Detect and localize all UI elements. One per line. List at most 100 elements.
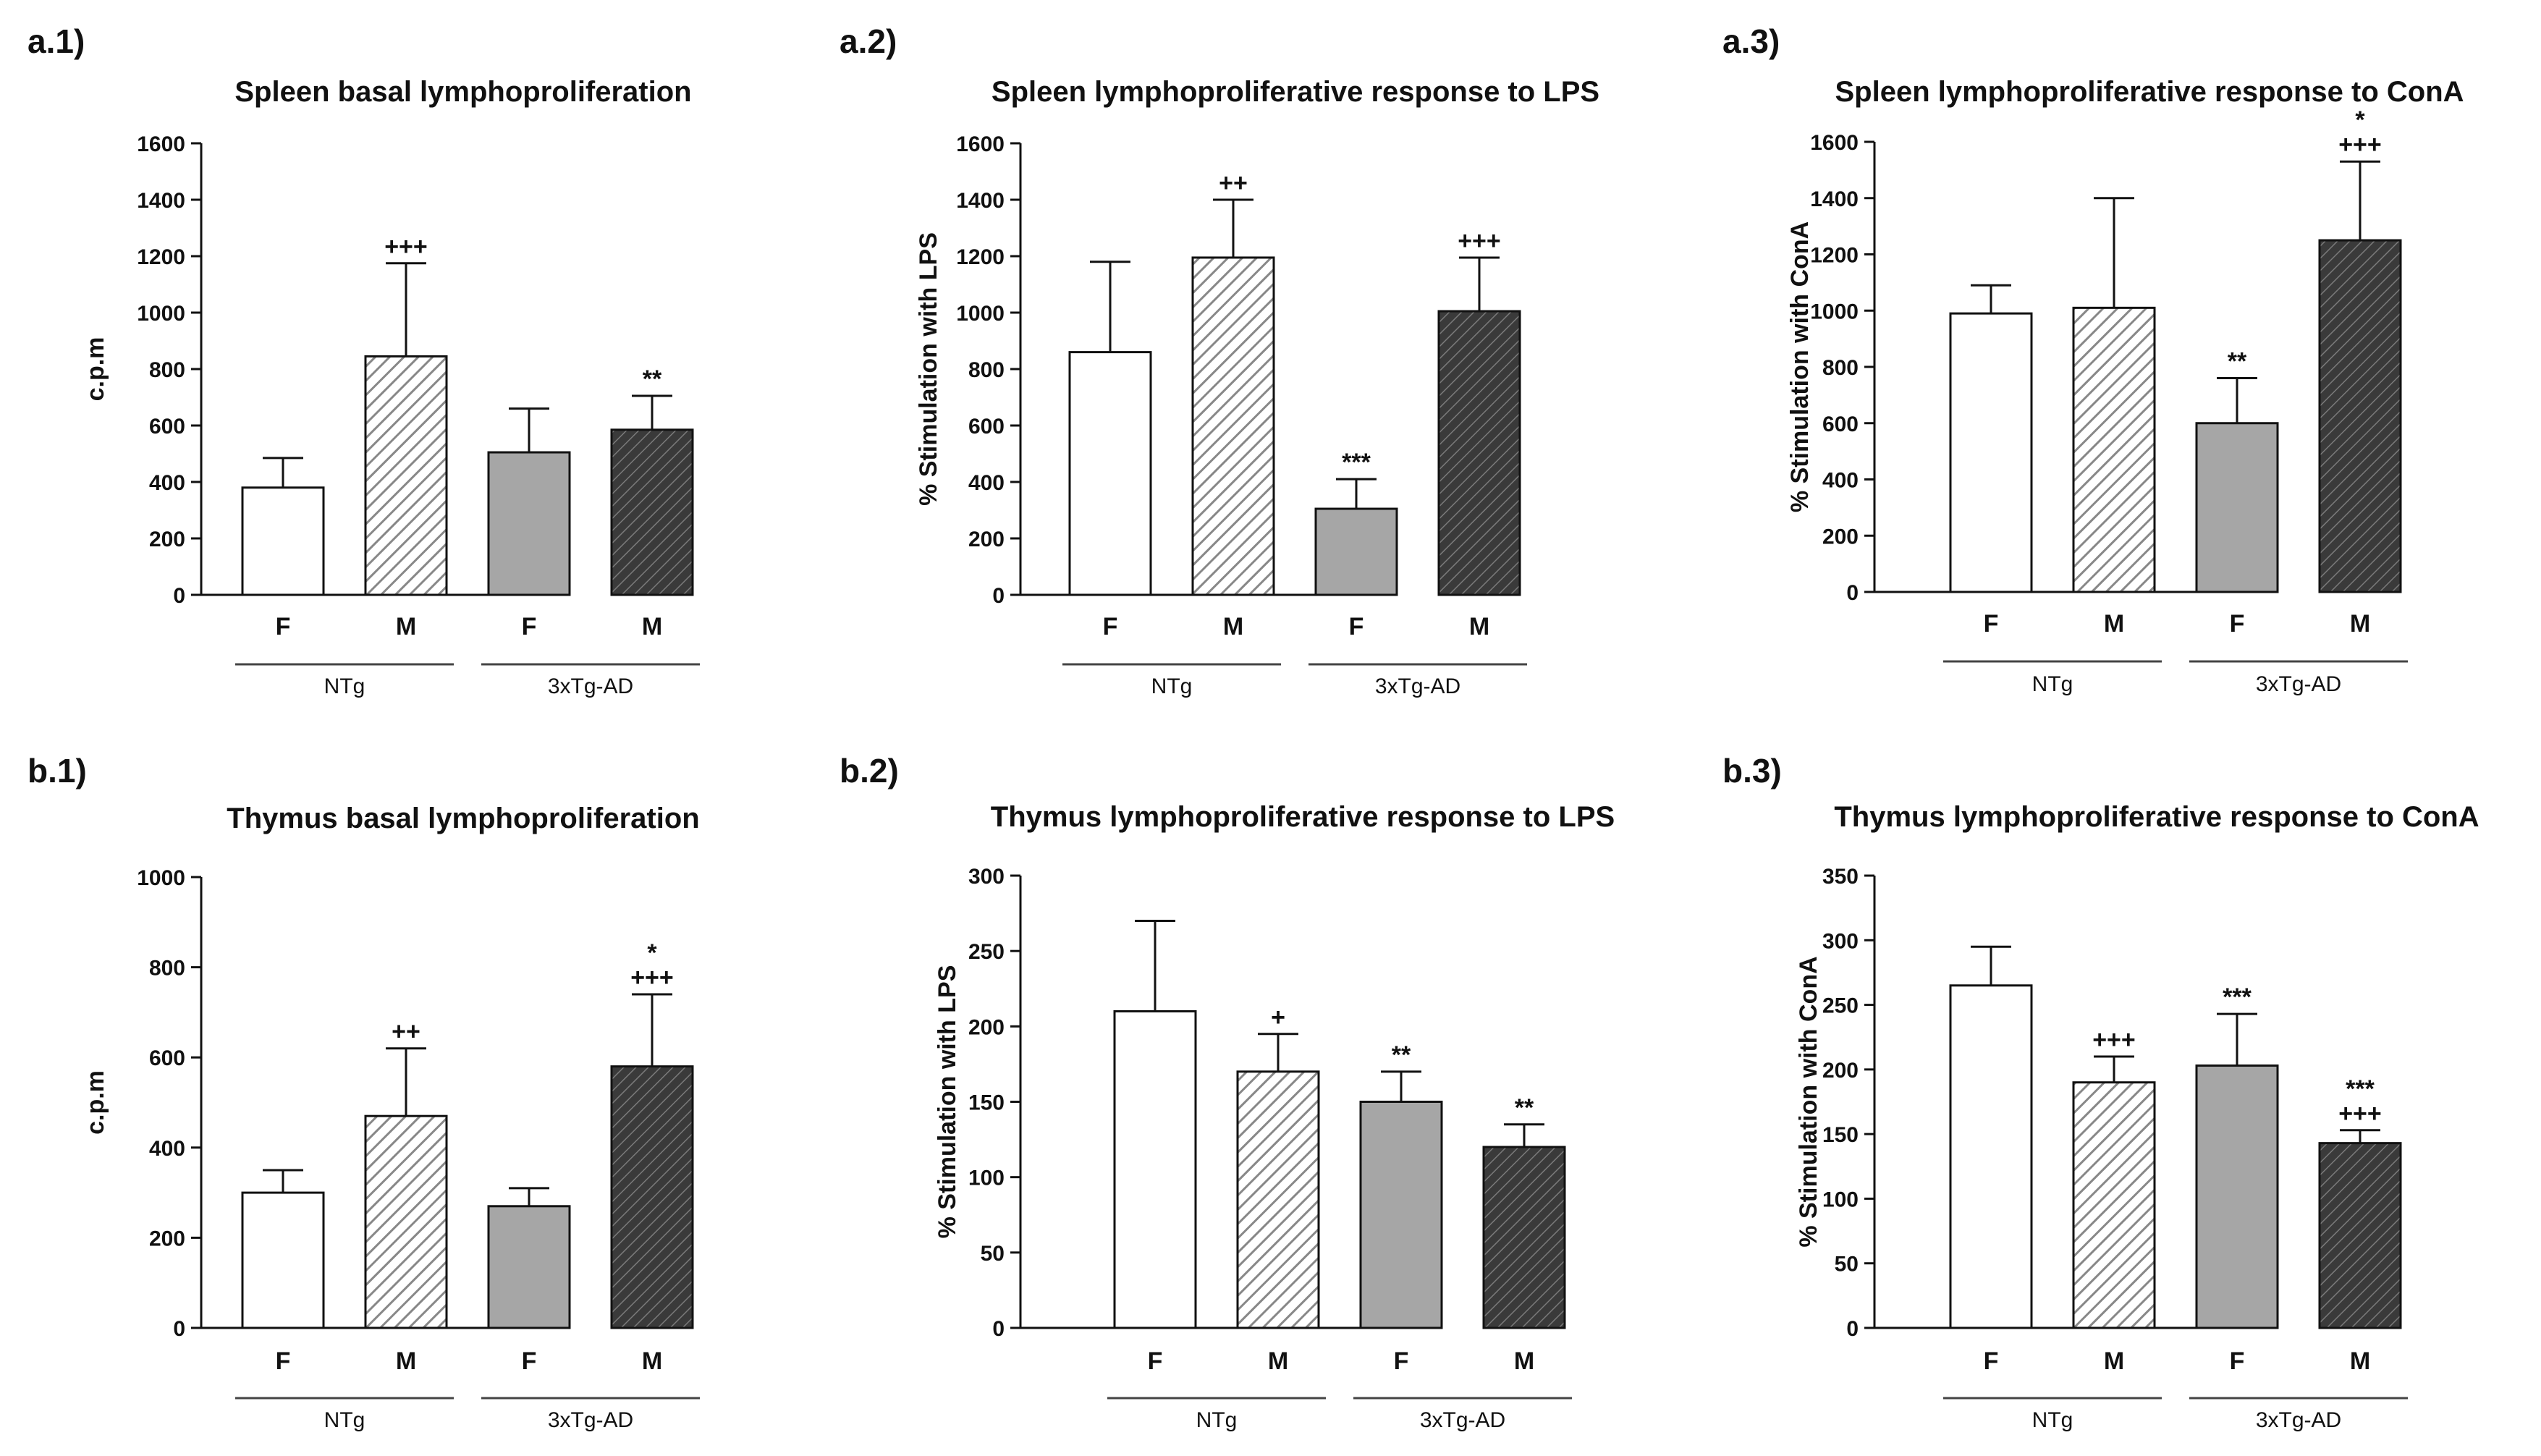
group-label: NTg <box>1151 674 1193 698</box>
group-label: NTg <box>2032 672 2073 696</box>
bar <box>1949 312 2033 593</box>
significance-label: * <box>647 939 657 967</box>
bar-chart: Thymus basal lymphoproliferation 0 200 400 6… <box>82 803 700 1432</box>
x-tick-label: F <box>522 613 537 640</box>
significance-label: ** <box>2228 348 2247 376</box>
panel-label: b.2) <box>840 752 899 790</box>
x-tick-label: M <box>2104 610 2124 638</box>
bar <box>610 428 694 596</box>
bar <box>2072 1081 2156 1329</box>
y-tick-label: 100 <box>1822 1188 1859 1211</box>
y-tick-label: 250 <box>1822 994 1859 1018</box>
y-tick-label: 1600 <box>137 132 185 156</box>
group-label: 3xTg-AD <box>2256 672 2341 696</box>
group-label: 3xTg-AD <box>548 674 633 698</box>
y-tick-label: 200 <box>968 1015 1005 1039</box>
chart-title: Spleen basal lymphoproliferation <box>234 76 691 108</box>
bar <box>1314 507 1398 596</box>
y-tick-label: 1200 <box>1810 244 1859 268</box>
y-tick-label: 1000 <box>137 866 185 890</box>
group-label: NTg <box>1196 1408 1238 1432</box>
bar-chart: Spleen lymphoproliferative response to L… <box>915 76 1599 698</box>
y-tick-label: 200 <box>149 528 185 551</box>
y-tick-label: 800 <box>149 957 185 981</box>
panel-label: a.1) <box>28 22 85 60</box>
bar <box>487 1205 571 1329</box>
y-axis-label: % Stimulation with ConA <box>1786 221 1814 512</box>
significance-label: ++ <box>1219 169 1248 197</box>
y-tick-label: 1200 <box>956 245 1005 269</box>
y-tick-label: 200 <box>1822 525 1859 549</box>
y-tick-label: 800 <box>1822 356 1859 380</box>
y-tick-label: 1400 <box>137 189 185 213</box>
y-tick-label: 200 <box>149 1227 185 1250</box>
bar <box>241 486 325 596</box>
y-tick-label: 100 <box>968 1167 1005 1190</box>
x-tick-label: F <box>522 1347 537 1375</box>
x-tick-label: F <box>2230 610 2245 638</box>
x-tick-label: F <box>276 1347 291 1375</box>
y-tick-label: 400 <box>1822 469 1859 493</box>
group-label: 3xTg-AD <box>1420 1408 1505 1432</box>
bar-chart: Thymus lymphoproliferative response to L… <box>934 801 1615 1432</box>
y-tick-label: 400 <box>149 1137 185 1161</box>
x-tick-label: M <box>642 613 662 640</box>
bar <box>2318 239 2402 593</box>
chart-panel-a2: a.2) Spleen lymphoproliferative response… <box>840 0 1686 724</box>
significance-label: *** <box>2346 1075 2375 1103</box>
bar <box>1949 984 2033 1329</box>
y-tick-label: 600 <box>1822 412 1859 436</box>
x-tick-label: M <box>2104 1347 2124 1375</box>
x-tick-label: M <box>1268 1347 1288 1375</box>
y-tick-label: 0 <box>992 584 1005 608</box>
x-tick-label: M <box>396 1347 416 1375</box>
y-tick-label: 600 <box>968 415 1005 439</box>
bar <box>2195 422 2279 593</box>
bar <box>241 1191 325 1329</box>
significance-label: +++ <box>1458 227 1501 255</box>
significance-label: ** <box>643 365 662 393</box>
y-tick-label: 800 <box>968 358 1005 382</box>
bar <box>1191 256 1275 596</box>
group-label: NTg <box>2032 1408 2073 1432</box>
significance-label: +++ <box>2338 131 2382 158</box>
bar <box>364 355 448 596</box>
chart-title: Thymus lymphoproliferative response to C… <box>1834 801 2479 833</box>
x-tick-label: F <box>276 613 291 640</box>
chart-panel-b2: b.2) Thymus lymphoproliferative response… <box>840 732 1686 1456</box>
x-tick-label: F <box>1984 1347 1999 1375</box>
x-tick-label: F <box>1394 1347 1409 1375</box>
y-axis-label: c.p.m <box>82 1070 109 1135</box>
group-label: NTg <box>324 1408 365 1432</box>
y-tick-label: 0 <box>173 1317 185 1341</box>
y-tick-label: 1400 <box>956 189 1005 213</box>
y-tick-label: 50 <box>1835 1253 1859 1277</box>
bar <box>610 1065 694 1329</box>
significance-label: +++ <box>2338 1100 2382 1127</box>
significance-label: ++ <box>392 1018 420 1046</box>
y-tick-label: 600 <box>149 415 185 439</box>
y-axis-label: % Stimulation with LPS <box>934 965 961 1239</box>
panel-label: b.3) <box>1722 752 1782 790</box>
bar <box>2318 1142 2402 1329</box>
panel-label: a.2) <box>840 22 897 60</box>
y-tick-label: 250 <box>968 940 1005 964</box>
y-tick-label: 150 <box>968 1091 1005 1115</box>
group-label: 3xTg-AD <box>2256 1408 2341 1432</box>
group-label: 3xTg-AD <box>1375 674 1460 698</box>
x-tick-label: M <box>642 1347 662 1375</box>
x-tick-label: F <box>1984 610 1999 638</box>
x-tick-label: F <box>1103 613 1118 640</box>
significance-label: +++ <box>2092 1026 2136 1054</box>
x-tick-label: F <box>1148 1347 1163 1375</box>
chart-title: Spleen lymphoproliferative response to L… <box>992 76 1599 108</box>
significance-label: ** <box>1392 1041 1411 1069</box>
significance-label: * <box>2355 106 2365 134</box>
x-tick-label: M <box>2350 1347 2370 1375</box>
bar <box>2072 306 2156 593</box>
y-tick-label: 600 <box>149 1046 185 1070</box>
x-tick-label: M <box>2350 610 2370 638</box>
x-tick-label: M <box>1469 613 1489 640</box>
y-tick-label: 1000 <box>956 302 1005 326</box>
chart-panel-b3: b.3) Thymus lymphoproliferative response… <box>1694 732 2540 1456</box>
